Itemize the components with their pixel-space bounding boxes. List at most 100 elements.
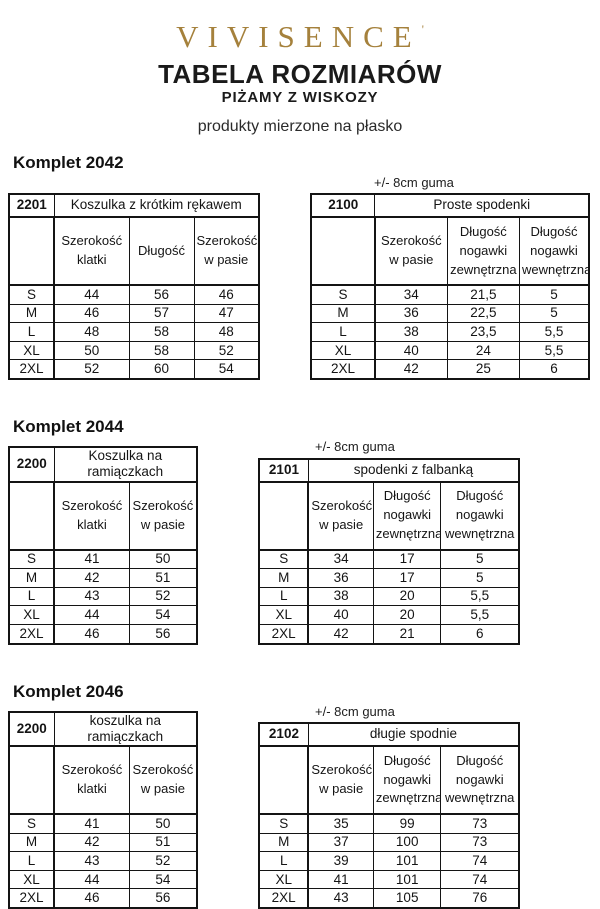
column-header: Szerokość w pasie bbox=[307, 745, 374, 816]
measurement-value: 17 bbox=[372, 549, 442, 570]
measurement-value: 42 bbox=[53, 832, 130, 853]
product-code: 2101 bbox=[258, 458, 309, 483]
measurement-value: 52 bbox=[128, 851, 198, 871]
measurement-value: 20 bbox=[372, 586, 442, 607]
measurement-value: 44 bbox=[53, 869, 130, 890]
page-title: TABELA ROZMIARÓW bbox=[158, 59, 442, 90]
measurement-value: 5,5 bbox=[440, 605, 520, 625]
size-row-XL: XL 40 20 5,5 bbox=[258, 605, 520, 625]
size-row-L: L 38 23,5 5,5 bbox=[310, 322, 590, 342]
elastic-note: +/- 8cm guma bbox=[374, 174, 454, 190]
column-header: Szerokość w pasie bbox=[128, 745, 198, 816]
measurement-value: 46 bbox=[193, 284, 260, 305]
measurement-value: 47 bbox=[193, 303, 260, 324]
measurement-value: 6 bbox=[440, 623, 520, 645]
measurement-value: 56 bbox=[128, 623, 198, 645]
measurement-value: 41 bbox=[53, 549, 130, 570]
measurement-value: 56 bbox=[128, 888, 198, 909]
size-label: L bbox=[8, 322, 55, 342]
size-row-S: S 35 99 73 bbox=[258, 813, 520, 834]
product-code: 2200 bbox=[8, 446, 55, 483]
size-chart-page: VIVISENCE' TABELA ROZMIARÓW PIŻAMY Z WIS… bbox=[0, 19, 600, 909]
product-code: 2200 bbox=[8, 711, 55, 748]
size-label: M bbox=[258, 568, 310, 588]
size-label: L bbox=[258, 851, 310, 871]
size-row-XL: XL 44 54 bbox=[8, 869, 198, 890]
komplet-section-2: Komplet 2044 2200 Koszulka na ramiączkach S… bbox=[0, 416, 600, 645]
measurement-value: 56 bbox=[128, 284, 195, 305]
column-header: Długość nogawki wewnętrzna bbox=[440, 481, 520, 551]
product-code-row: 2101 spodenki z falbanką bbox=[258, 458, 520, 483]
corner-cell bbox=[8, 216, 55, 287]
measurement-value: 51 bbox=[128, 832, 198, 853]
measurement-value: 5,5 bbox=[518, 322, 590, 342]
size-label: S bbox=[8, 549, 56, 570]
section-title: Komplet 2046 bbox=[13, 681, 124, 701]
measurement-value: 5,5 bbox=[518, 340, 590, 361]
measurement-value: 46 bbox=[53, 888, 130, 909]
product-code-row: 2201 Koszulka z krótkim rękawem bbox=[8, 193, 260, 219]
size-label: S bbox=[258, 549, 310, 570]
measurement-value: 36 bbox=[374, 303, 448, 324]
measurement-value: 42 bbox=[53, 568, 130, 588]
size-row-2XL: 2XL 46 56 bbox=[8, 888, 198, 909]
size-sections: Komplet 2042 2201 Koszulka z krótkim rękaw… bbox=[0, 152, 600, 909]
measurement-value: 41 bbox=[307, 869, 374, 890]
measurement-value: 34 bbox=[374, 284, 448, 305]
column-header: Szerokość w pasie bbox=[193, 216, 260, 287]
size-row-M: M 42 51 bbox=[8, 832, 198, 853]
brand-logo: VIVISENCE' bbox=[0, 19, 600, 54]
measurement-value: 101 bbox=[372, 851, 442, 871]
column-header: Długość nogawki zewnętrzna bbox=[446, 216, 520, 287]
measurement-value: 20 bbox=[372, 605, 442, 625]
size-row-L: L 39 101 74 bbox=[258, 851, 520, 871]
size-label: XL bbox=[258, 605, 310, 625]
size-row-S: S 34 17 5 bbox=[258, 549, 520, 570]
measurement-value: 24 bbox=[446, 340, 520, 361]
size-label: S bbox=[8, 813, 56, 834]
corner-cell bbox=[258, 745, 310, 816]
size-label: XL bbox=[258, 869, 310, 890]
measurement-value: 46 bbox=[53, 303, 130, 324]
product-code-row: 2100 Proste spodenki bbox=[310, 193, 590, 219]
brand-logo-text: VIVISENCE bbox=[176, 19, 421, 54]
product-name: długie spodnie bbox=[307, 722, 520, 748]
measurement-value: 52 bbox=[53, 359, 130, 380]
product-name: Proste spodenki bbox=[374, 193, 590, 219]
right-table-wrap: +/- 8cm guma 2102 długie spodnie Szerokość … bbox=[258, 704, 520, 909]
elastic-note: +/- 8cm guma bbox=[315, 703, 395, 719]
size-label: 2XL bbox=[8, 359, 55, 380]
measurement-value: 5 bbox=[518, 303, 590, 324]
product-name: koszulka na ramiączkach bbox=[53, 711, 198, 748]
measurement-value: 60 bbox=[128, 359, 195, 380]
size-row-M: M 36 17 5 bbox=[258, 568, 520, 588]
size-table-2100: 2100 Proste spodenki Szerokość w pasie Dług… bbox=[310, 193, 590, 381]
size-row-L: L 38 20 5,5 bbox=[258, 586, 520, 607]
size-row-S: S 44 56 46 bbox=[8, 284, 260, 305]
size-label: S bbox=[8, 284, 55, 305]
tables-row: 2200 koszulka na ramiączkach Szerokość kla… bbox=[0, 704, 600, 909]
product-name: spodenki z falbanką bbox=[307, 458, 520, 483]
product-code-row: 2200 koszulka na ramiączkach bbox=[8, 711, 198, 748]
elastic-note: +/- 8cm guma bbox=[315, 439, 395, 455]
measurement-value: 5 bbox=[440, 549, 520, 570]
measurement-value: 58 bbox=[128, 322, 195, 342]
measurement-value: 52 bbox=[128, 586, 198, 607]
product-code-row: 2200 Koszulka na ramiączkach bbox=[8, 446, 198, 483]
column-header-row: Szerokość w pasie Długość nogawki zewnętr… bbox=[310, 216, 590, 287]
size-row-M: M 46 57 47 bbox=[8, 303, 260, 324]
column-header: Długość nogawki wewnętrzna bbox=[518, 216, 590, 287]
size-row-2XL: 2XL 42 25 6 bbox=[310, 359, 590, 380]
measurement-value: 50 bbox=[53, 340, 130, 361]
measurement-value: 73 bbox=[440, 832, 520, 853]
size-table-2102: 2102 długie spodnie Szerokość w pasie Długo… bbox=[258, 722, 520, 909]
size-label: XL bbox=[8, 340, 55, 361]
measurement-value: 36 bbox=[307, 568, 374, 588]
size-table-2200: 2200 Koszulka na ramiączkach Szerokość kla… bbox=[8, 446, 198, 645]
measurement-value: 43 bbox=[53, 586, 130, 607]
size-row-2XL: 2XL 43 105 76 bbox=[258, 888, 520, 909]
size-label: M bbox=[310, 303, 376, 324]
brand-trademark-icon: ' bbox=[421, 22, 424, 36]
corner-cell bbox=[8, 745, 56, 816]
size-label: M bbox=[258, 832, 310, 853]
